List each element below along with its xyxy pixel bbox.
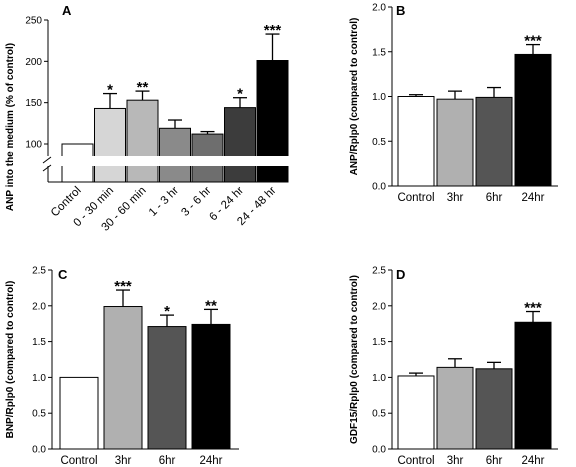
- y-tick-label: 1.5: [32, 337, 46, 348]
- y-tick-label: 2.5: [372, 266, 386, 277]
- axis-break-mark: [42, 164, 52, 172]
- y-tick-label: 2.5: [32, 266, 46, 277]
- y-axis-label: GDF15/Rplp0 (compared to control): [349, 275, 360, 444]
- panel-label: C: [58, 267, 68, 282]
- y-tick-label: 2.0: [372, 301, 386, 312]
- y-tick-label: 0.0: [372, 182, 386, 193]
- bar: [126, 99, 159, 183]
- significance-marker: *: [107, 82, 113, 99]
- y-tick-label: 2.0: [32, 301, 46, 312]
- y-tick-label: 250: [25, 16, 42, 27]
- y-tick-label: 0.5: [372, 137, 386, 148]
- bar: [514, 53, 552, 187]
- panel-label: D: [396, 267, 405, 282]
- y-axis-label: BNP/Rplp0 (compared to control): [5, 281, 16, 439]
- y-tick-label: 1.0: [372, 373, 386, 384]
- x-tick-label: 24hr: [521, 192, 544, 204]
- x-tick-label: Control: [397, 455, 434, 467]
- x-tick-label: 3hr: [447, 192, 464, 204]
- y-tick-label: 1.0: [32, 373, 46, 384]
- y-tick-label: 0.0: [32, 445, 46, 456]
- bar: [159, 127, 191, 183]
- panel-label: A: [62, 3, 72, 18]
- significance-marker: ***: [264, 22, 282, 39]
- axis-break-gap: [42, 156, 289, 166]
- significance-marker: *: [164, 303, 170, 320]
- y-tick-label: 200: [25, 57, 42, 68]
- bar: [94, 107, 126, 183]
- y-tick-label: 1.5: [372, 337, 386, 348]
- y-tick-label: 0.0: [372, 445, 386, 456]
- y-tick-label: 1.0: [372, 92, 386, 103]
- bar: [397, 375, 435, 450]
- x-tick-label: 6hr: [486, 192, 503, 204]
- y-axis-label: ANP/Rplp0 (compared to control): [349, 18, 360, 176]
- x-tick-label: Control: [397, 192, 434, 204]
- significance-marker: *: [237, 86, 243, 103]
- x-tick-label: Control: [60, 455, 97, 467]
- bar: [191, 323, 231, 450]
- panel-label: B: [396, 3, 405, 18]
- x-tick-label: 24hr: [199, 455, 222, 467]
- x-tick-label: 24hr: [521, 455, 544, 467]
- x-tick-label: 3hr: [115, 455, 132, 467]
- axis-break-mark: [42, 156, 52, 164]
- bar: [436, 98, 474, 187]
- significance-marker: ***: [524, 33, 542, 50]
- y-tick-label: 0.5: [372, 409, 386, 420]
- x-tick-label: 3hr: [447, 455, 464, 467]
- bar: [59, 376, 99, 450]
- bar: [475, 96, 513, 187]
- bar: [103, 306, 143, 450]
- y-tick-label: 100: [25, 140, 42, 151]
- y-tick-label: 1.5: [372, 47, 386, 58]
- x-tick-label: 1 - 3 hr: [147, 185, 181, 219]
- x-tick-label: 6hr: [159, 455, 176, 467]
- bar: [514, 321, 552, 450]
- y-tick-label: 2.0: [372, 3, 386, 14]
- bar: [224, 107, 256, 183]
- significance-marker: ***: [524, 300, 542, 317]
- x-tick-label: 6hr: [486, 455, 503, 467]
- bar: [147, 326, 187, 450]
- significance-marker: **: [137, 79, 149, 96]
- y-tick-label: 150: [25, 98, 42, 109]
- bar: [397, 96, 435, 187]
- bar: [436, 366, 474, 450]
- significance-marker: **: [205, 297, 217, 314]
- y-axis-label: ANP into the medium (% of control): [5, 43, 16, 211]
- bar: [475, 368, 513, 450]
- y-tick-label: 0.5: [32, 409, 46, 420]
- significance-marker: ***: [114, 278, 132, 295]
